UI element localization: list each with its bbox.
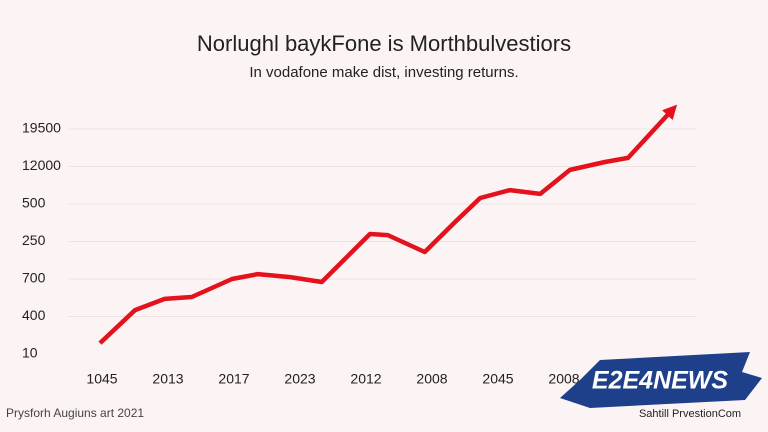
watermark-subtitle: Sahtill PrvestionCom bbox=[639, 408, 741, 420]
x-tick-label: 2017 bbox=[218, 371, 249, 387]
y-tick-label: 700 bbox=[22, 270, 46, 286]
x-tick-label: 2045 bbox=[482, 371, 513, 387]
y-tick-label: 12000 bbox=[22, 157, 61, 173]
x-tick-label: 2008 bbox=[548, 371, 579, 387]
line bbox=[98, 104, 678, 345]
footer: Prysforh Augiuns art 2021 bbox=[6, 406, 144, 420]
y-tick-label: 19500 bbox=[22, 120, 61, 136]
watermark-shape bbox=[560, 352, 762, 408]
y-tick-label: 10 bbox=[22, 345, 38, 361]
x-tick-label: 2023 bbox=[284, 371, 315, 387]
y-tick-label: 500 bbox=[22, 195, 46, 211]
watermark: E2E4NEWS bbox=[592, 367, 728, 395]
x-tick-label: 2013 bbox=[152, 371, 183, 387]
x-tick-label: 2008 bbox=[416, 371, 447, 387]
y-tick-label: 400 bbox=[22, 307, 46, 323]
chart-subtitle: In vodafone make dist, investing returns… bbox=[249, 64, 518, 81]
watermark-badge: E2E4NEWS Sahtill PrvestionCom bbox=[560, 352, 762, 420]
x-tick-label: 2012 bbox=[350, 371, 381, 387]
y-tick-label: 250 bbox=[22, 232, 46, 248]
x-tick-label: 1045 bbox=[86, 371, 117, 387]
chart-title: Norlughl baykFone is Morthbulvestiors bbox=[197, 31, 571, 56]
